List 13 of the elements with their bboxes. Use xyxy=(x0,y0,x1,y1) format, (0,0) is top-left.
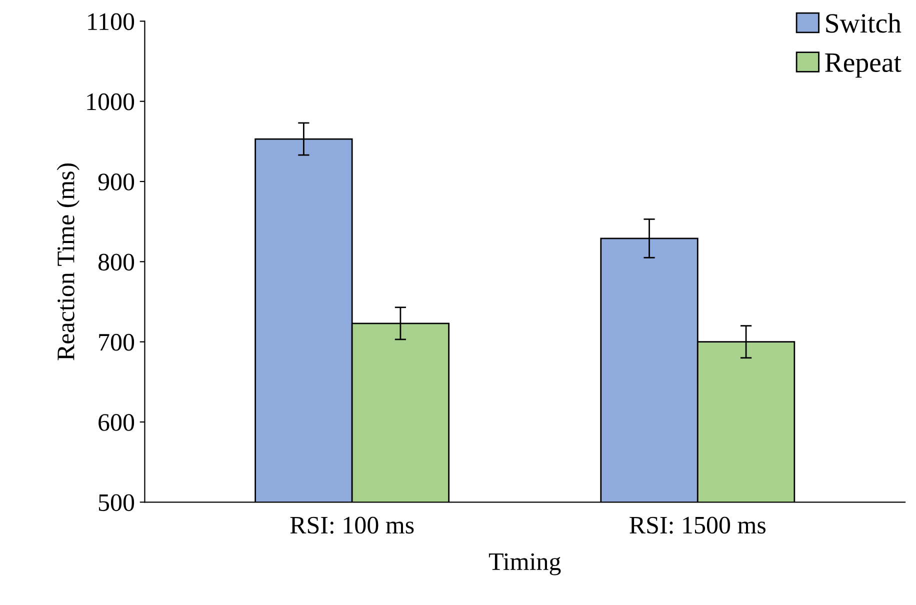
y-axis-title: Reaction Time (ms) xyxy=(56,163,80,360)
y-tick-label: 1000 xyxy=(87,93,134,110)
x-tick-label: RSI: 100 ms xyxy=(290,516,414,534)
y-tick-label: 1100 xyxy=(88,13,134,30)
y-tick-label: 700 xyxy=(99,334,134,351)
x-tick-label: RSI: 1500 ms xyxy=(630,516,766,534)
y-tick-label: 900 xyxy=(98,174,134,190)
legend-label: Switch xyxy=(826,13,902,33)
y-tick-label: 600 xyxy=(98,414,134,431)
legend-label: Repeat xyxy=(825,54,902,78)
y-tick-label: 500 xyxy=(98,494,134,512)
x-axis-title: Timing xyxy=(488,553,561,576)
y-tick-label: 800 xyxy=(98,254,134,271)
